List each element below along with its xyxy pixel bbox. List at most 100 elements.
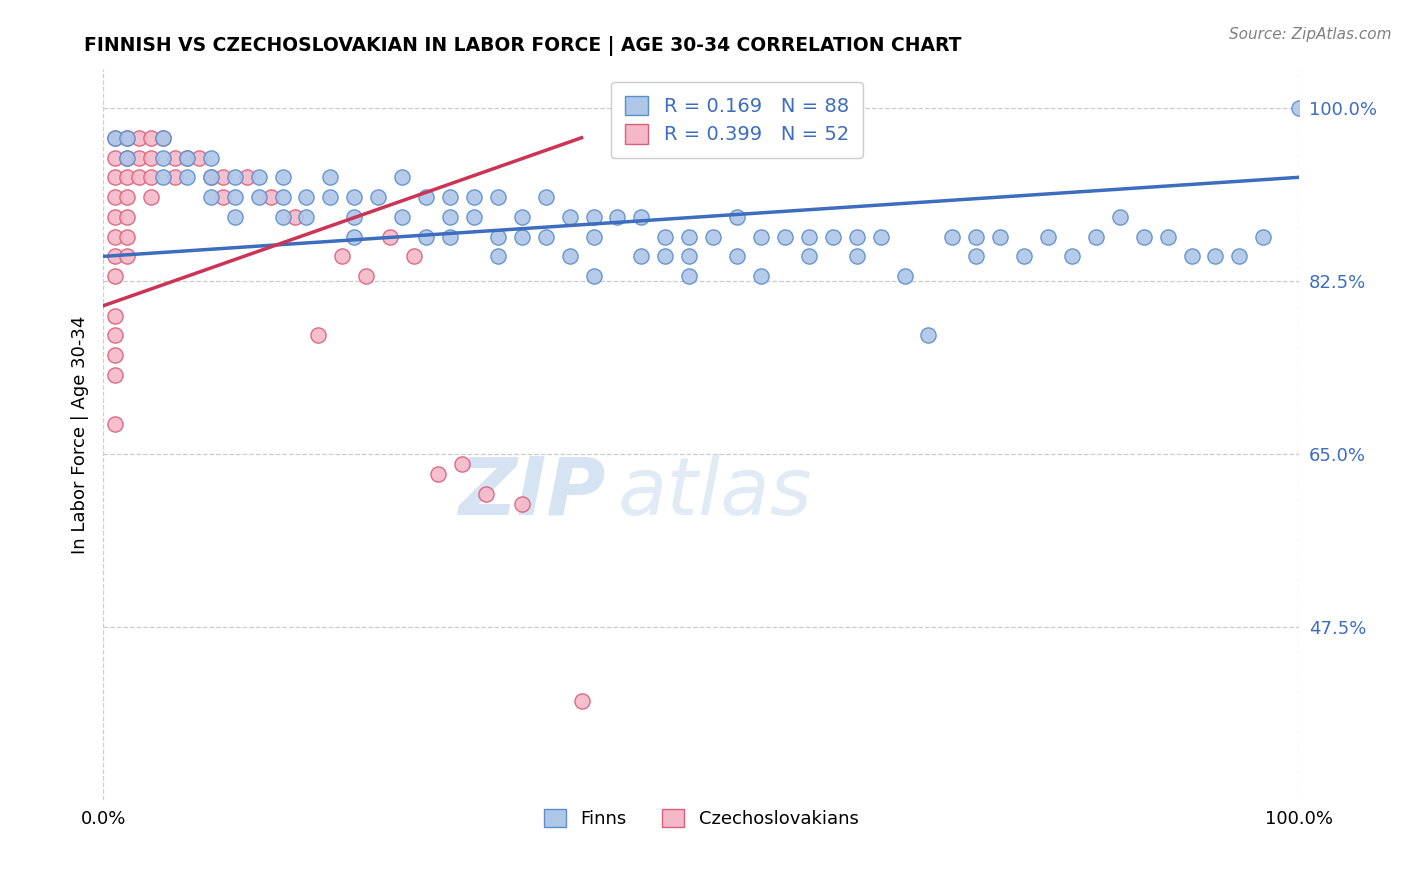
Y-axis label: In Labor Force | Age 30-34: In Labor Force | Age 30-34 xyxy=(72,315,89,554)
Point xyxy=(965,249,987,263)
Point xyxy=(307,328,329,343)
Point xyxy=(1132,229,1154,244)
Point xyxy=(1229,249,1251,263)
Point xyxy=(128,130,150,145)
Point xyxy=(115,249,138,263)
Point xyxy=(104,417,127,432)
Point xyxy=(115,170,138,185)
Point xyxy=(654,249,676,263)
Point xyxy=(224,170,246,185)
Point xyxy=(510,497,533,511)
Point xyxy=(343,210,366,224)
Point xyxy=(200,190,222,204)
Point xyxy=(1180,249,1202,263)
Point xyxy=(271,170,294,185)
Point xyxy=(510,210,533,224)
Point xyxy=(702,229,724,244)
Point xyxy=(343,190,366,204)
Point xyxy=(571,694,593,708)
Point xyxy=(283,210,305,224)
Point xyxy=(176,151,198,165)
Point xyxy=(463,190,485,204)
Point xyxy=(1084,229,1107,244)
Point xyxy=(797,229,820,244)
Point xyxy=(821,229,844,244)
Point xyxy=(163,170,186,185)
Point xyxy=(343,229,366,244)
Point xyxy=(224,190,246,204)
Point xyxy=(247,190,270,204)
Point xyxy=(152,130,174,145)
Legend: Finns, Czechoslovakians: Finns, Czechoslovakians xyxy=(537,801,866,835)
Point xyxy=(988,229,1011,244)
Point xyxy=(869,229,891,244)
Point xyxy=(163,151,186,165)
Point xyxy=(558,210,581,224)
Text: Source: ZipAtlas.com: Source: ZipAtlas.com xyxy=(1229,27,1392,42)
Point xyxy=(319,190,342,204)
Point xyxy=(451,457,474,471)
Point xyxy=(510,229,533,244)
Point xyxy=(211,170,233,185)
Point xyxy=(486,229,509,244)
Point xyxy=(773,229,796,244)
Text: FINNISH VS CZECHOSLOVAKIAN IN LABOR FORCE | AGE 30-34 CORRELATION CHART: FINNISH VS CZECHOSLOVAKIAN IN LABOR FORC… xyxy=(84,36,962,55)
Point xyxy=(582,210,605,224)
Point xyxy=(139,151,162,165)
Point xyxy=(415,190,437,204)
Point xyxy=(486,249,509,263)
Point xyxy=(295,190,318,204)
Text: ZIP: ZIP xyxy=(458,454,606,532)
Point xyxy=(152,130,174,145)
Point xyxy=(380,229,402,244)
Point xyxy=(475,486,498,500)
Point xyxy=(224,210,246,224)
Point xyxy=(271,210,294,224)
Point xyxy=(176,170,198,185)
Point xyxy=(104,190,127,204)
Point xyxy=(749,269,772,284)
Point xyxy=(606,210,628,224)
Point xyxy=(104,151,127,165)
Point xyxy=(200,151,222,165)
Point xyxy=(725,210,748,224)
Point xyxy=(104,130,127,145)
Point xyxy=(247,170,270,185)
Point xyxy=(1060,249,1083,263)
Point xyxy=(917,328,939,343)
Point xyxy=(749,229,772,244)
Point xyxy=(486,190,509,204)
Point xyxy=(200,170,222,185)
Point xyxy=(630,210,652,224)
Point xyxy=(391,210,413,224)
Point xyxy=(356,269,378,284)
Point xyxy=(115,210,138,224)
Point xyxy=(115,130,138,145)
Point xyxy=(104,309,127,323)
Point xyxy=(439,229,461,244)
Point xyxy=(200,170,222,185)
Point xyxy=(845,249,868,263)
Point xyxy=(678,229,700,244)
Point xyxy=(893,269,915,284)
Point xyxy=(725,249,748,263)
Point xyxy=(152,170,174,185)
Point xyxy=(415,229,437,244)
Point xyxy=(104,249,127,263)
Point xyxy=(139,170,162,185)
Point xyxy=(367,190,389,204)
Point xyxy=(295,210,318,224)
Point xyxy=(330,249,353,263)
Point xyxy=(259,190,281,204)
Point xyxy=(139,190,162,204)
Point xyxy=(128,170,150,185)
Point xyxy=(271,190,294,204)
Point xyxy=(104,348,127,362)
Point xyxy=(115,229,138,244)
Point xyxy=(235,170,257,185)
Point xyxy=(965,229,987,244)
Point xyxy=(427,467,450,481)
Point xyxy=(439,190,461,204)
Point xyxy=(211,190,233,204)
Point xyxy=(558,249,581,263)
